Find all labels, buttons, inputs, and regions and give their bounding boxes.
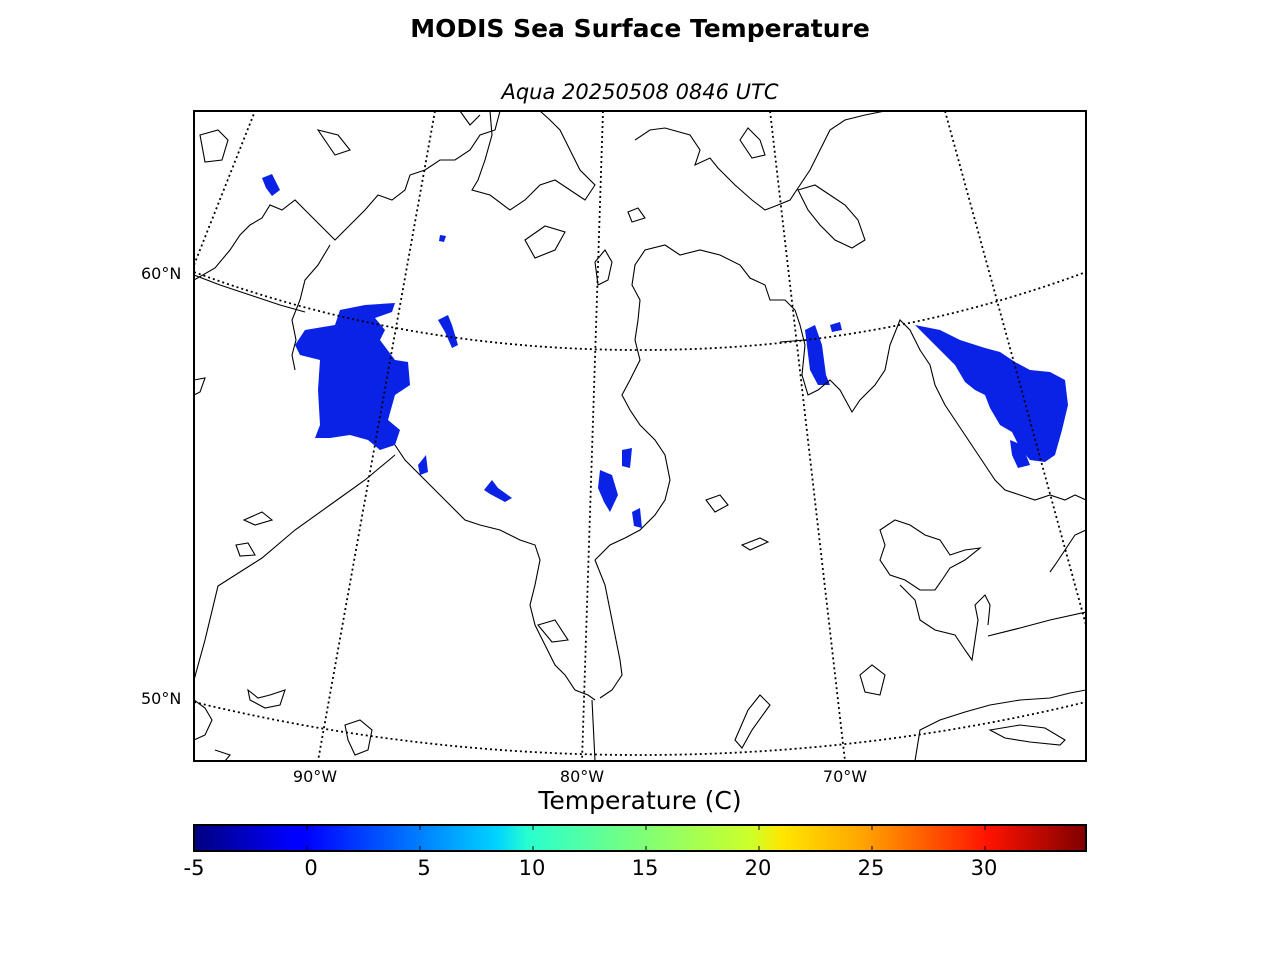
coastline-island-1 (797, 184, 866, 249)
boundary-quebec-labrador (987, 611, 1086, 637)
coastline-island-8 (459, 111, 481, 126)
meridian-65w (944, 111, 1086, 626)
sst-patch-small-6 (622, 448, 632, 468)
meridian-80w (581, 111, 604, 761)
coastline-anticosti (988, 724, 1066, 746)
coastline-island-5 (739, 127, 766, 159)
boundary-manitoba-ontario (194, 454, 396, 681)
coastline-island-7 (316, 129, 351, 156)
coastline-lake-2 (344, 719, 373, 756)
boundary-ontario-quebec (591, 699, 596, 761)
graticule (194, 111, 1086, 761)
coastline-gulf (914, 689, 1086, 761)
coastline-southampton (634, 111, 886, 211)
coastline-west-edge-2 (194, 699, 213, 741)
meridian-70w (769, 111, 846, 761)
colorbar-label: 0 (304, 856, 318, 880)
coastline-island-4 (627, 207, 646, 223)
sst-patch-ungava (915, 325, 1068, 462)
sst-patch-james-bay (598, 470, 618, 512)
lon-label-80w: 80°W (559, 767, 605, 786)
sst-patch-small-3 (438, 315, 458, 348)
coastline-lake-3 (734, 694, 771, 749)
coastline-west-edge-3 (214, 749, 231, 761)
coastline-island-13 (235, 542, 256, 557)
colorbar-title: Temperature (C) (538, 786, 742, 815)
coastline-baffin-south (471, 111, 596, 211)
sst-patch-small-9 (1010, 440, 1030, 468)
coastline-island-11 (537, 619, 569, 643)
coastline-lake-4 (859, 664, 886, 696)
colorbar-label: 5 (417, 856, 431, 880)
colorbar-frame (193, 824, 1087, 852)
coastline-island-9 (705, 494, 729, 513)
sst-patch-small-2 (439, 235, 446, 242)
coastline-quebec-west (594, 244, 1086, 561)
coastlines (194, 111, 1086, 761)
map-content (194, 111, 1086, 761)
map-frame (193, 110, 1087, 762)
colorbar-label: 10 (518, 856, 546, 880)
coastline-labrador-inner-2 (899, 584, 991, 662)
coastline-island-6 (199, 129, 229, 163)
colorbar-label: 25 (857, 856, 885, 880)
colorbar-label: 30 (970, 856, 998, 880)
coastline-west-edge (194, 377, 206, 396)
coastline-lake-1 (247, 688, 286, 709)
lat-label-50n: 50°N (141, 689, 182, 708)
boundaries (194, 274, 1086, 761)
coastline-island-12 (242, 511, 274, 526)
map-subtitle: Aqua 20250508 0846 UTC (501, 80, 779, 104)
coastline-hudson-west (194, 111, 501, 281)
map-title: MODIS Sea Surface Temperature (410, 14, 870, 43)
colorbar-label: -5 (183, 856, 205, 880)
coastline-labrador-inner (879, 519, 982, 591)
parallel-50n (194, 701, 1086, 756)
sst-patch-small-4 (418, 455, 428, 475)
coastline-island-10 (740, 537, 770, 551)
lon-label-70w: 70°W (822, 767, 868, 786)
colorbar (194, 825, 1086, 851)
colorbar-label: 20 (744, 856, 772, 880)
boundary-nunavut (194, 274, 306, 313)
sst-patch-small-8 (830, 322, 842, 332)
sst-patch-small-7 (632, 508, 642, 528)
parallel-60n (194, 271, 1086, 351)
colorbar-label: 15 (631, 856, 659, 880)
sst-patch-small-1 (262, 174, 280, 196)
coastline-island-2 (524, 225, 566, 259)
sst-patch-small-5 (484, 480, 512, 502)
coastline-hudson-south (394, 444, 596, 701)
meridian-90w (317, 111, 436, 761)
lat-label-60n: 60°N (141, 264, 182, 283)
coastline-james-bay-east (594, 559, 623, 699)
lon-label-90w: 90°W (292, 767, 338, 786)
